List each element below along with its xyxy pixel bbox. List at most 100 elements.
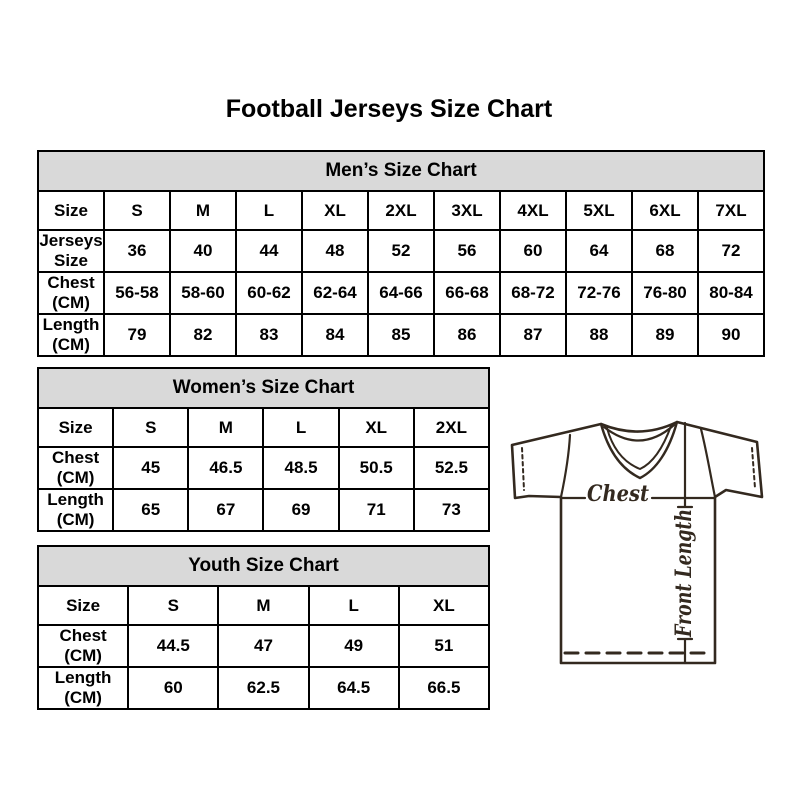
table-row: Size S M L XL 2XL xyxy=(36,407,491,448)
row-label-cell: Length (CM) xyxy=(36,666,130,710)
table-row: Size S M L XL 2XL 3XL 4XL 5XL 6XL 7XL xyxy=(37,190,765,231)
value-cell: 88 xyxy=(565,313,633,357)
value-cell: 90 xyxy=(697,313,765,357)
value-cell: 47 xyxy=(217,624,310,668)
value-cell: 69 xyxy=(262,488,340,532)
value-cell: 5XL xyxy=(565,190,633,231)
youth-size-table: Youth Size Chart Size S M L XL Chest (CM) 44.5… xyxy=(36,545,491,710)
value-cell: L xyxy=(262,407,340,448)
value-cell: 2XL xyxy=(412,407,491,448)
table-row: Length (CM) 65 67 69 71 73 xyxy=(36,488,491,532)
value-cell: 60 xyxy=(127,666,220,710)
value-cell: 64 xyxy=(565,229,633,273)
value-cell: M xyxy=(169,190,237,231)
value-cell: 72 xyxy=(697,229,765,273)
value-cell: XL xyxy=(301,190,369,231)
value-cell: 67 xyxy=(187,488,265,532)
value-cell: 72-76 xyxy=(565,271,633,315)
value-cell: S xyxy=(112,407,190,448)
value-cell: 48.5 xyxy=(262,446,340,490)
value-cell: XL xyxy=(397,585,491,626)
table-row: Chest (CM) 45 46.5 48.5 50.5 52.5 xyxy=(36,446,491,490)
table-row: Chest (CM) 56-58 58-60 60-62 62-64 64-66 66-68… xyxy=(37,271,765,315)
value-cell: 62-64 xyxy=(301,271,369,315)
value-cell: 48 xyxy=(301,229,369,273)
value-cell: 52 xyxy=(367,229,435,273)
value-cell: 86 xyxy=(433,313,501,357)
jersey-outline xyxy=(510,420,764,665)
left-armhole-seam xyxy=(559,433,572,499)
table-row: Jerseys Size 36 40 44 48 52 56 60 64 68 72 xyxy=(37,229,765,273)
collar-inner-v xyxy=(606,425,672,470)
row-label-cell: Chest (CM) xyxy=(36,624,130,668)
row-label-cell: Size xyxy=(36,407,115,448)
value-cell: 73 xyxy=(412,488,491,532)
value-cell: 65 xyxy=(112,488,190,532)
value-cell: 40 xyxy=(169,229,237,273)
row-label-cell: Size xyxy=(37,190,105,231)
table-header-row: Men’s Size Chart xyxy=(37,150,765,192)
collar-outer-v xyxy=(599,420,679,480)
collar-back-arc xyxy=(602,423,676,442)
mens-size-table: Men’s Size Chart Size S M L XL 2XL 3XL 4XL 5XL 6X… xyxy=(37,150,765,357)
value-cell: 58-60 xyxy=(169,271,237,315)
right-armhole-seam xyxy=(699,427,717,499)
value-cell: 80-84 xyxy=(697,271,765,315)
value-cell: 82 xyxy=(169,313,237,357)
row-label-cell: Length (CM) xyxy=(36,488,115,532)
value-cell: 44.5 xyxy=(127,624,220,668)
row-label-cell: Chest (CM) xyxy=(37,271,105,315)
table-header-row: Women’s Size Chart xyxy=(37,367,490,409)
value-cell: 89 xyxy=(631,313,699,357)
value-cell: 50.5 xyxy=(337,446,415,490)
table-header-row: Youth Size Chart xyxy=(37,545,490,587)
table-row: Size S M L XL xyxy=(36,585,491,626)
value-cell: 56 xyxy=(433,229,501,273)
value-cell: XL xyxy=(337,407,415,448)
value-cell: 2XL xyxy=(367,190,435,231)
row-label-cell: Size xyxy=(36,585,130,626)
youth-table-header: Youth Size Chart xyxy=(37,545,490,587)
jersey-measurement-diagram: Chest Front Length xyxy=(510,420,764,665)
value-cell: L xyxy=(235,190,303,231)
value-cell: 44 xyxy=(235,229,303,273)
value-cell: 64.5 xyxy=(307,666,400,710)
left-sleeve-stitch xyxy=(521,447,525,491)
value-cell: 84 xyxy=(301,313,369,357)
table-row: Chest (CM) 44.5 47 49 51 xyxy=(36,624,491,668)
value-cell: 49 xyxy=(307,624,400,668)
value-cell: 66-68 xyxy=(433,271,501,315)
page-title: Football Jerseys Size Chart xyxy=(225,95,553,123)
row-label-cell: Jerseys Size xyxy=(37,229,105,273)
value-cell: 46.5 xyxy=(187,446,265,490)
value-cell: 7XL xyxy=(697,190,765,231)
chest-label: Chest xyxy=(587,481,649,507)
value-cell: 68 xyxy=(631,229,699,273)
value-cell: 71 xyxy=(337,488,415,532)
womens-table-header: Women’s Size Chart xyxy=(37,367,490,409)
table-row: Length (CM) 79 82 83 84 85 86 87 88 89 90 xyxy=(37,313,765,357)
value-cell: 87 xyxy=(499,313,567,357)
value-cell: S xyxy=(103,190,171,231)
value-cell: M xyxy=(217,585,310,626)
value-cell: 68-72 xyxy=(499,271,567,315)
womens-size-table: Women’s Size Chart Size S M L XL 2XL Chest (CM… xyxy=(36,367,491,532)
value-cell: 6XL xyxy=(631,190,699,231)
value-cell: 60-62 xyxy=(235,271,303,315)
row-label-cell: Length (CM) xyxy=(37,313,105,357)
value-cell: 85 xyxy=(367,313,435,357)
mens-table-header: Men’s Size Chart xyxy=(37,150,765,192)
value-cell: 76-80 xyxy=(631,271,699,315)
value-cell: 83 xyxy=(235,313,303,357)
value-cell: M xyxy=(187,407,265,448)
value-cell: S xyxy=(127,585,220,626)
value-cell: 3XL xyxy=(433,190,501,231)
value-cell: 60 xyxy=(499,229,567,273)
front-length-line xyxy=(676,421,694,665)
value-cell: 51 xyxy=(397,624,491,668)
value-cell: 45 xyxy=(112,446,190,490)
right-sleeve-stitch xyxy=(751,447,756,489)
value-cell: 56-58 xyxy=(103,271,171,315)
value-cell: 52.5 xyxy=(412,446,491,490)
